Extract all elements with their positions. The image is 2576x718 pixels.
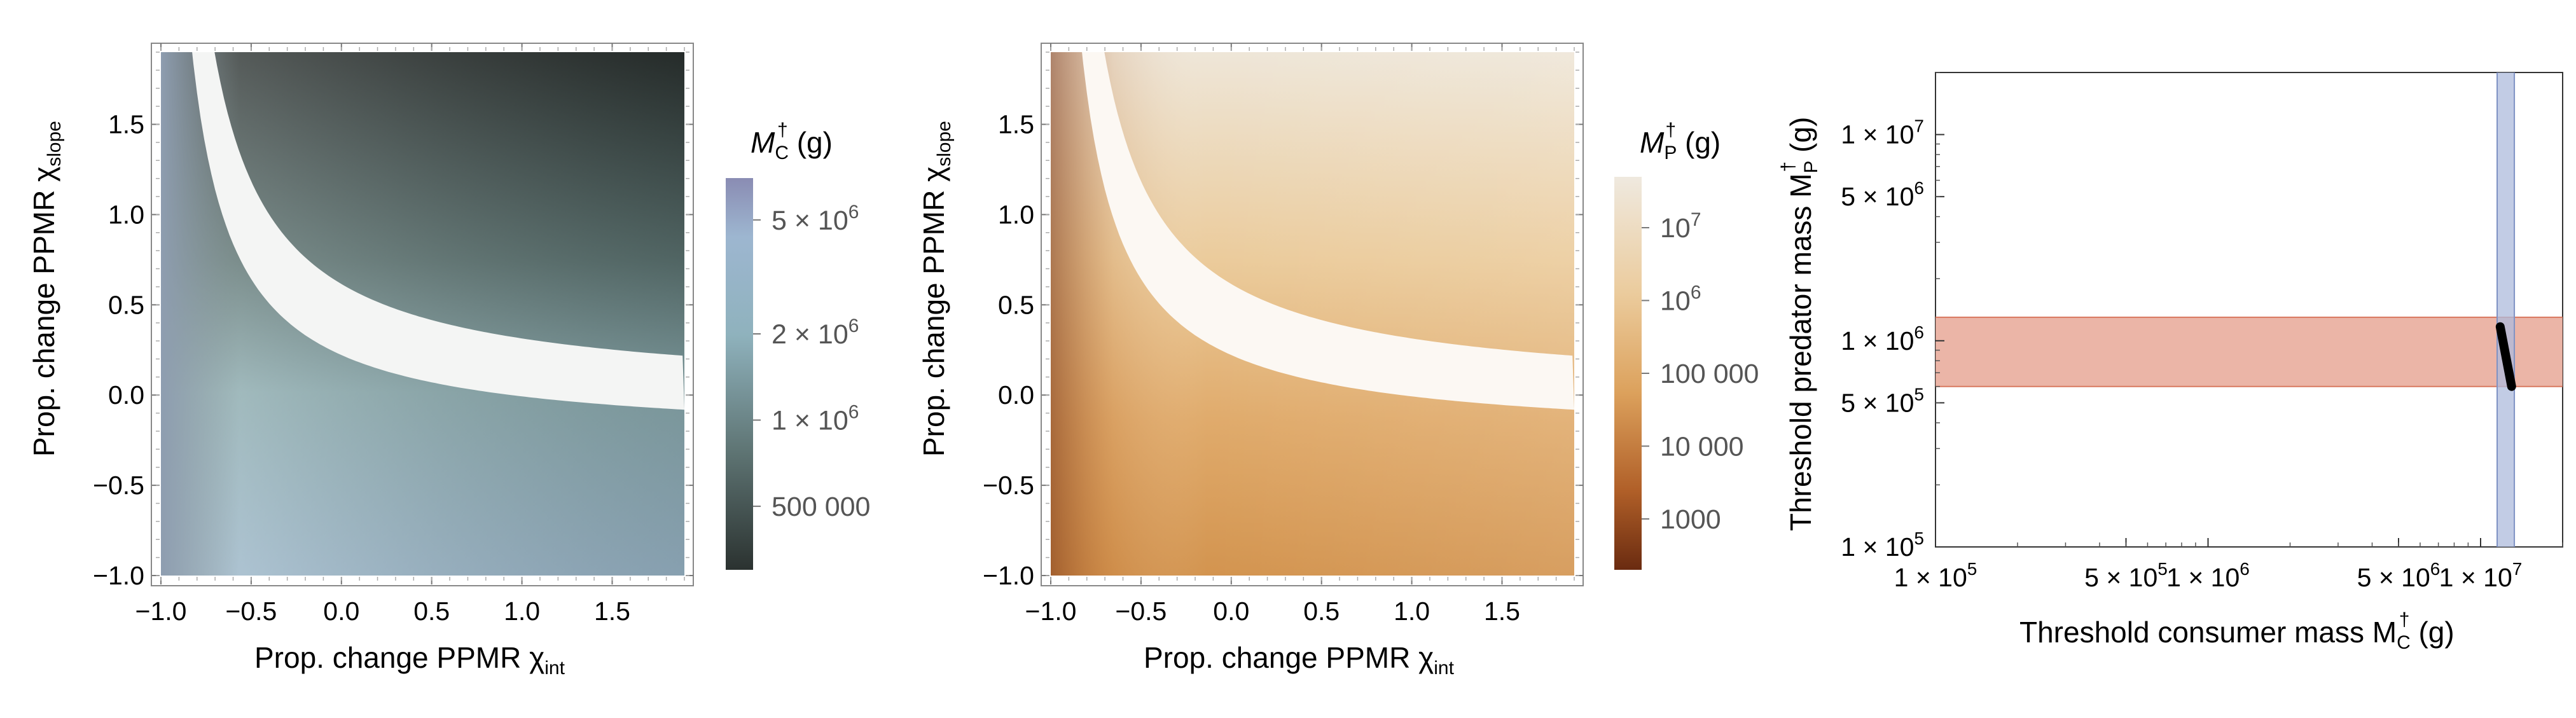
right-xlabel: Threshold consumer mass MC† (g) xyxy=(2019,609,2455,653)
middle-frame xyxy=(1041,43,1584,586)
y-tick-label: 5 × 105 xyxy=(1841,384,1924,417)
x-tick-label: 1 × 105 xyxy=(1894,559,1977,592)
x-tick-label: −1.0 xyxy=(135,597,187,626)
x-tick-label: 0.5 xyxy=(413,597,450,626)
left-colorbar-title: MC† (g) xyxy=(751,120,833,163)
series-line xyxy=(2495,322,2516,391)
right-series xyxy=(2495,322,2516,391)
x-tick-label: −1.0 xyxy=(1025,597,1077,626)
colorbar-tick-label: 100 000 xyxy=(1660,359,1759,389)
x-tick-label: 1.5 xyxy=(594,597,630,626)
middle-white-band xyxy=(1082,52,1574,410)
y-tick-label: 0.0 xyxy=(998,380,1034,410)
vertical-band xyxy=(2497,72,2515,547)
left-frame xyxy=(151,43,694,586)
x-tick-label: 1.0 xyxy=(504,597,540,626)
left-axis-ticks: −1.0 −0.5 0.0 0.5 1.0 1.5 −1.0 −0.5 0.0 0.5 1.0 1.5 xyxy=(93,43,693,626)
y-tick-label: 0.5 xyxy=(108,290,144,319)
colorbar-tick-label: 1000 xyxy=(1660,504,1721,535)
colorbar-tick-label: 5 × 106 xyxy=(772,202,859,236)
horizontal-band xyxy=(1935,317,2563,387)
right-frame xyxy=(1935,72,2563,548)
left-heatmap-panel: −1.0 −0.5 0.0 0.5 1.0 1.5 −1.0 −0.5 0.0 0.5 1.0 1.5… xyxy=(27,43,870,679)
y-tick-label: 1 × 106 xyxy=(1841,322,1924,356)
middle-colorbar xyxy=(1614,177,1642,570)
colorbar-tick-label: 107 xyxy=(1660,209,1701,244)
left-ylabel: Prop. change PPMR χslope xyxy=(27,121,65,457)
left-xlabel: Prop. change PPMR χint xyxy=(254,641,565,679)
colorbar-tick-label: 106 xyxy=(1660,282,1701,317)
colorbar-tick-label: 500 000 xyxy=(772,492,870,522)
y-tick-label: 0.5 xyxy=(998,290,1034,319)
colorbar-tick-label: 2 × 106 xyxy=(772,315,859,350)
x-tick-label: −0.5 xyxy=(225,597,277,626)
colorbar-tick-label: 10 000 xyxy=(1660,431,1744,462)
right-ylabel: Threshold predator mass MP†(g) xyxy=(1778,117,1822,531)
y-tick-label: 1 × 105 xyxy=(1841,528,1924,562)
x-tick-label: 5 × 106 xyxy=(2357,559,2441,592)
middle-xlabel: Prop. change PPMR χint xyxy=(1144,641,1455,679)
middle-axis-ticks: −1.0 −0.5 0.0 0.5 1.0 1.5 −1.0 −0.5 0.0 0.5 1.0 1.5 xyxy=(983,43,1583,626)
y-tick-label: 0.0 xyxy=(108,380,144,410)
middle-colorbar-title: MP† (g) xyxy=(1640,120,1721,163)
x-tick-label: 5 × 105 xyxy=(2084,559,2168,592)
colorbar-tick-label: 1 × 106 xyxy=(772,402,859,436)
x-tick-label: 1 × 107 xyxy=(2439,559,2523,592)
left-colorbar xyxy=(726,178,753,570)
y-tick-label: 5 × 106 xyxy=(1841,178,1924,211)
x-tick-label: 1.0 xyxy=(1394,597,1430,626)
x-tick-label: 0.5 xyxy=(1303,597,1340,626)
y-tick-label: 1 × 107 xyxy=(1841,116,1924,149)
y-tick-label: −0.5 xyxy=(983,471,1034,500)
x-tick-label: −0.5 xyxy=(1115,597,1167,626)
x-tick-label: 1 × 106 xyxy=(2166,559,2250,592)
x-tick-label: 0.0 xyxy=(1213,597,1249,626)
right-bands xyxy=(1935,72,2563,547)
y-tick-label: 1.0 xyxy=(998,200,1034,229)
y-tick-label: 1.5 xyxy=(108,110,144,139)
left-white-band xyxy=(192,52,684,410)
middle-colorbar-ticks: 107 106 100 000 10 000 1000 xyxy=(1642,209,1759,535)
y-tick-label: −1.0 xyxy=(983,561,1034,590)
x-tick-label: 1.5 xyxy=(1484,597,1520,626)
y-tick-label: −1.0 xyxy=(93,561,144,590)
y-tick-label: 1.5 xyxy=(998,110,1034,139)
middle-ylabel: Prop. change PPMR χslope xyxy=(917,121,955,457)
middle-heatmap-panel: −1.0 −0.5 0.0 0.5 1.0 1.5 −1.0 −0.5 0.0 0.5 1.0 1.5… xyxy=(917,43,1759,679)
x-tick-label: 0.0 xyxy=(323,597,359,626)
y-tick-label: −0.5 xyxy=(93,471,144,500)
y-tick-label: 1.0 xyxy=(108,200,144,229)
left-colorbar-ticks: 5 × 106 2 × 106 1 × 106 500 000 xyxy=(753,202,870,522)
